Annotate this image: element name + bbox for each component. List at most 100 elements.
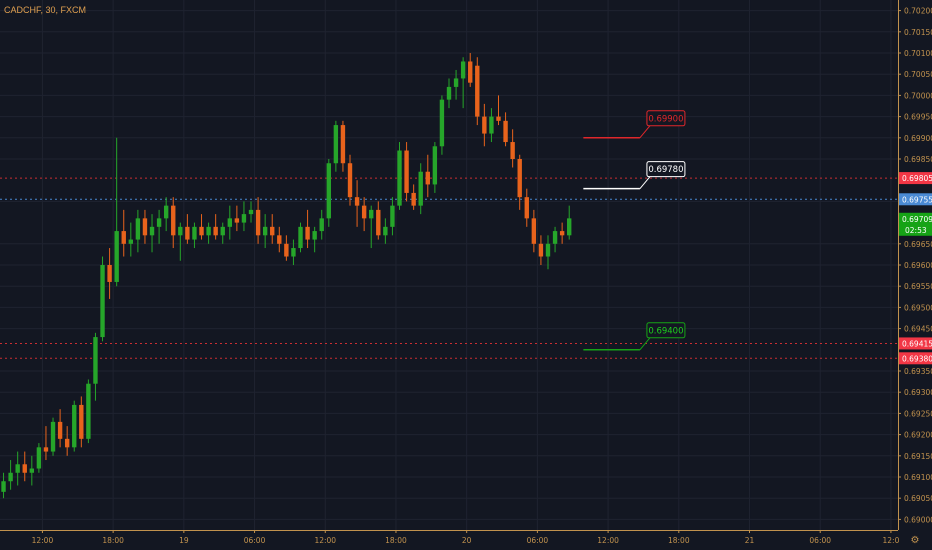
candle-body — [227, 218, 232, 227]
candle-body — [460, 61, 466, 79]
candle-body — [404, 150, 409, 193]
x-tick-label: 06:00 — [809, 536, 831, 545]
price-badge — [899, 193, 932, 206]
candle-body — [248, 209, 254, 215]
x-tick-label: 12:0 — [883, 536, 900, 545]
candle-body — [72, 404, 77, 448]
candle-body — [383, 226, 388, 236]
candle-body — [326, 163, 331, 219]
annotation-label: 0.69400 — [648, 326, 683, 336]
annotation-pointer — [639, 125, 651, 139]
y-tick-label: 0.69300 — [904, 388, 932, 397]
candle-body — [510, 142, 515, 159]
candle-body — [156, 218, 162, 227]
y-tick-label: 0.69550 — [904, 282, 932, 291]
x-tick-label: 06:00 — [527, 536, 549, 545]
annotation-label: 0.69900 — [648, 114, 683, 124]
candle-body — [361, 205, 367, 219]
candle-body — [15, 464, 20, 473]
annotation-box — [646, 161, 686, 178]
y-tick-label: 0.70000 — [904, 91, 932, 100]
candle-body — [107, 265, 112, 282]
candle-body — [305, 226, 310, 240]
y-tick-label: 0.69600 — [904, 261, 932, 270]
y-tick-label: 0.69000 — [904, 515, 932, 524]
candle-body — [163, 205, 169, 219]
price-badge-label: 0.69415 — [902, 339, 932, 348]
y-tick-label: 0.69250 — [904, 409, 932, 418]
candle-body — [340, 125, 346, 164]
y-tick-label: 0.69100 — [904, 473, 932, 482]
candle-body — [559, 231, 565, 236]
y-tick-label: 0.69150 — [904, 452, 932, 461]
y-tick-label: 0.69200 — [904, 431, 932, 440]
symbol-title[interactable]: CADCHF, 30, FXCM — [4, 5, 87, 15]
candle-body — [241, 214, 247, 223]
candle-body — [319, 218, 324, 232]
current-price-label: 0.69709 — [902, 215, 932, 224]
candle-body — [22, 464, 27, 473]
x-tick-label: 06:00 — [244, 536, 266, 545]
candle-body — [517, 159, 522, 198]
candle-body — [369, 209, 374, 219]
candle-body — [425, 171, 430, 185]
annotation-box — [646, 322, 686, 339]
y-tick-label: 0.69850 — [904, 155, 932, 164]
price-badge-label: 0.69380 — [902, 354, 932, 363]
candle-body — [8, 472, 13, 482]
annotation-pointer — [639, 337, 651, 351]
price-annotations[interactable]: 0.69900 0.69780 0.69400 — [583, 110, 686, 351]
candle-body — [552, 231, 558, 244]
countdown-label: 02:53 — [905, 226, 927, 235]
candle-body — [284, 243, 289, 257]
candle-body — [432, 146, 438, 185]
candle-body — [475, 65, 480, 117]
price-badge — [899, 337, 932, 350]
candle-body — [545, 243, 551, 257]
y-tick-label: 0.69950 — [904, 113, 932, 122]
y-tick-label: 0.69350 — [904, 367, 932, 376]
candle-body — [453, 78, 459, 87]
candle-body — [397, 150, 402, 206]
candle-body — [538, 243, 544, 257]
annotation-box — [646, 110, 686, 127]
candle-body — [482, 116, 487, 134]
x-tick-label: 19 — [179, 536, 189, 545]
y-tick-label: 0.70050 — [904, 70, 932, 79]
y-tick-label: 0.69500 — [904, 303, 932, 312]
candle-body — [43, 447, 49, 452]
candle-body — [79, 404, 84, 439]
candle-body — [468, 61, 473, 83]
candle-body — [220, 226, 225, 236]
candle-body — [128, 239, 134, 244]
candle-body — [277, 235, 282, 244]
x-tick-label: 21 — [745, 536, 755, 545]
x-tick-label: 20 — [462, 536, 472, 545]
candle-body — [390, 205, 395, 227]
candle-body — [234, 218, 240, 223]
x-tick-label: 18:00 — [668, 536, 690, 545]
candle-body — [418, 171, 423, 206]
candle-body — [135, 218, 141, 240]
price-badge-label: 0.69755 — [902, 195, 932, 204]
candle-body — [206, 226, 211, 236]
candle-body — [312, 231, 317, 240]
candle-body — [489, 116, 494, 134]
candle-body — [376, 209, 381, 236]
x-tick-label: 18:00 — [385, 536, 407, 545]
y-tick-label: 0.70200 — [904, 7, 932, 16]
candle-body — [496, 116, 501, 121]
candle-body — [86, 383, 91, 439]
candle-body — [411, 192, 416, 206]
candle-body — [213, 226, 218, 236]
y-tick-label: 0.69900 — [904, 134, 932, 143]
candle-body — [171, 205, 176, 236]
annotation-label: 0.69780 — [648, 165, 683, 175]
candle-body — [262, 226, 268, 236]
candle-body — [446, 86, 452, 100]
candle-body — [524, 197, 529, 219]
